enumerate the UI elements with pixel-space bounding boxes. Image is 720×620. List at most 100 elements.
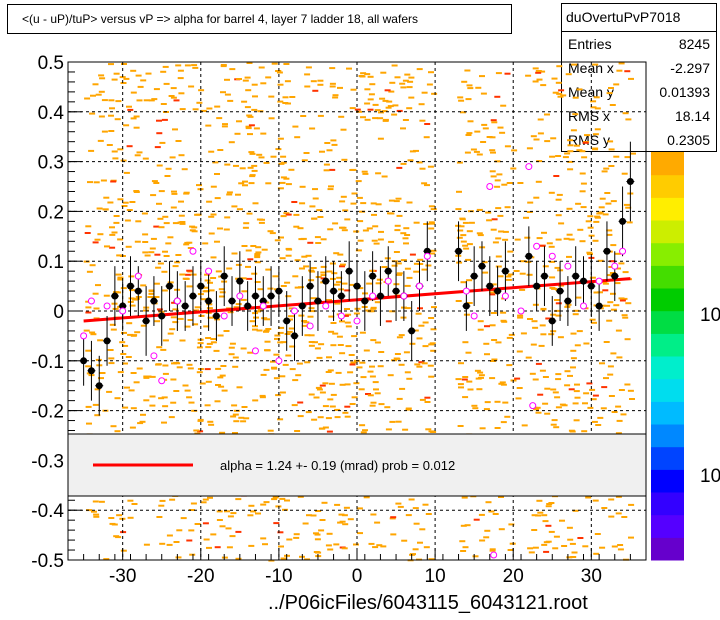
scatter-cell [258, 221, 265, 224]
scatter-cell [136, 99, 143, 102]
scatter-cell [567, 168, 574, 171]
scatter-cell [275, 394, 282, 397]
scatter-cell [240, 298, 247, 301]
scatter-cell [241, 406, 248, 408]
scatter-cell [490, 360, 496, 362]
scatter-cell [247, 258, 254, 261]
scatter-cell [573, 309, 580, 312]
scatter-cell [311, 217, 318, 220]
scatter-cell [536, 78, 543, 81]
scatter-cell [376, 544, 383, 547]
palette-band [651, 537, 684, 561]
scatter-cell [305, 66, 312, 69]
scatter-cell [306, 514, 312, 517]
scatter-cell [246, 114, 253, 117]
scatter-cell [502, 401, 509, 404]
scatter-cell [564, 152, 571, 155]
scatter-cell [574, 396, 581, 399]
scatter-cell [202, 242, 209, 245]
scatter-cell [517, 182, 524, 184]
scatter-cell [172, 222, 179, 225]
scatter-cell [351, 192, 358, 195]
scatter-cell [394, 76, 401, 79]
scatter-cell [500, 104, 507, 107]
scatter-cell [348, 354, 355, 356]
scatter-cell [181, 168, 188, 171]
scatter-cell [532, 326, 539, 329]
scatter-cell [381, 175, 388, 178]
scatter-cell [226, 191, 233, 194]
scatter-cell [564, 384, 571, 387]
scatter-cell [506, 182, 513, 184]
scatter-cell [111, 523, 118, 526]
scatter-cell [475, 377, 482, 380]
scatter-cell [477, 328, 484, 331]
scatter-cell [616, 419, 623, 422]
scatter-cell [126, 322, 133, 325]
scatter-cell [372, 546, 379, 549]
scatter-cell [489, 549, 496, 552]
profile-point [501, 267, 509, 275]
profile-point [494, 287, 502, 295]
palette-band [651, 469, 684, 493]
scatter-cell [235, 557, 242, 560]
scatter-cell [275, 148, 282, 151]
scatter-cell [116, 514, 123, 517]
scatter-cell [300, 237, 307, 240]
scatter-cell [389, 517, 396, 520]
profile-point [259, 297, 267, 305]
scatter-cell [611, 545, 618, 548]
scatter-cell [460, 281, 467, 284]
stats-row-entries: Entries 8245 [562, 32, 716, 56]
scatter-cell [162, 339, 169, 342]
scatter-cell [184, 241, 191, 244]
profile-point [603, 247, 611, 255]
scatter-cell [590, 100, 597, 103]
scatter-cell [124, 219, 131, 222]
scatter-cell [615, 329, 622, 332]
scatter-cell [168, 416, 175, 419]
scatter-cell [424, 401, 431, 403]
scatter-cell [489, 377, 496, 380]
scatter-cell [147, 296, 154, 298]
scatter-cell [417, 307, 423, 310]
scatter-cell [221, 389, 228, 392]
scatter-cell [154, 146, 161, 149]
scatter-cell [466, 84, 473, 87]
scatter-cell [421, 268, 428, 271]
scatter-cell [591, 420, 598, 423]
scatter-cell [286, 538, 293, 541]
scatter-cell [268, 95, 275, 98]
scatter-cell [232, 365, 239, 368]
scatter-cell [122, 406, 129, 409]
scatter-cell [362, 229, 369, 232]
scatter-cell [490, 175, 497, 178]
scatter-cell [520, 332, 527, 335]
scatter-cell [94, 238, 101, 241]
scatter-cell [171, 192, 178, 195]
palette-band [651, 242, 684, 266]
scatter-cell [305, 254, 312, 257]
scatter-cell [216, 519, 223, 521]
scatter-cell [431, 306, 437, 309]
scatter-cell [160, 70, 167, 73]
scatter-cell [561, 404, 568, 407]
scatter-cell [601, 281, 608, 284]
scatter-cell [285, 247, 292, 250]
scatter-cell [277, 331, 284, 334]
scatter-cell [614, 282, 621, 285]
scatter-cell [305, 411, 312, 414]
scatter-cell [159, 499, 166, 502]
scatter-cell [294, 286, 301, 289]
scatter-cell [555, 378, 562, 381]
scatter-cell [594, 128, 601, 131]
scatter-cell [106, 144, 113, 146]
scatter-cell [563, 237, 570, 240]
scatter-cell [113, 291, 119, 294]
scatter-cell [610, 292, 616, 295]
scatter-cell [417, 263, 424, 265]
scatter-cell [135, 74, 142, 77]
scatter-cell [187, 319, 194, 321]
profile-point [376, 292, 384, 300]
scatter-cell [273, 522, 280, 525]
